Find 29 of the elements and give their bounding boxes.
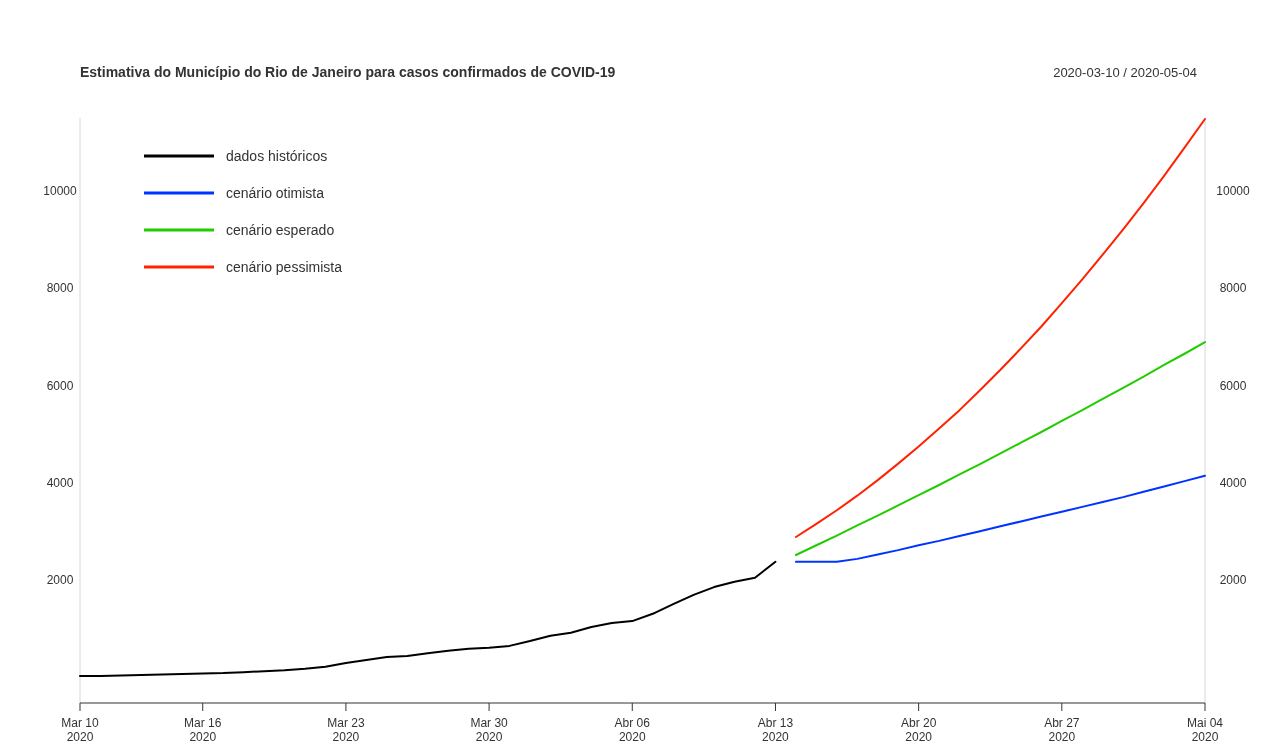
legend-label: dados históricos — [226, 147, 328, 164]
x-tick-label: Abr 06 2020 — [614, 716, 651, 744]
legend-label: cenário otimista — [226, 184, 325, 201]
x-tick-label: Abr 27 2020 — [1044, 716, 1080, 744]
y-tick-label: 4000 — [46, 475, 74, 490]
line-series — [794, 474, 1206, 563]
chart-subtitle: 2020-03-10 / 2020-05-04 — [1053, 65, 1197, 80]
line-series — [79, 560, 777, 678]
chart-title: Estimativa do Município do Rio de Janeiro para casos confirmados de COVID-19 — [80, 64, 616, 80]
line-series — [794, 341, 1206, 556]
y-tick-label: 10000 — [43, 184, 78, 199]
legend-label: cenário esperado — [226, 221, 335, 238]
y-tick-label: 8000 — [46, 281, 74, 296]
y2-tick-label: 4000 — [1219, 475, 1247, 490]
x-tick-label: Mar 10 2020 — [61, 716, 99, 744]
x-tick-label: Mar 30 2020 — [470, 716, 509, 744]
y-tick-label: 6000 — [46, 378, 74, 393]
y2-tick-label: 6000 — [1219, 378, 1247, 393]
legend-label: cenário pessimista — [226, 258, 343, 275]
x-tick-label: Abr 13 2020 — [757, 716, 794, 744]
x-tick-label: Mar 23 2020 — [327, 716, 365, 744]
line-series — [794, 117, 1206, 538]
x-tick-label: Mar 16 2020 — [184, 716, 222, 744]
y-tick-label: 2000 — [46, 572, 74, 587]
y2-tick-label: 2000 — [1219, 572, 1247, 587]
x-tick-label: Abr 20 2020 — [900, 716, 937, 744]
y2-tick-label: 10000 — [1216, 184, 1251, 199]
y2-tick-label: 8000 — [1219, 281, 1247, 296]
x-tick-label: Mai 04 2020 — [1186, 716, 1224, 744]
